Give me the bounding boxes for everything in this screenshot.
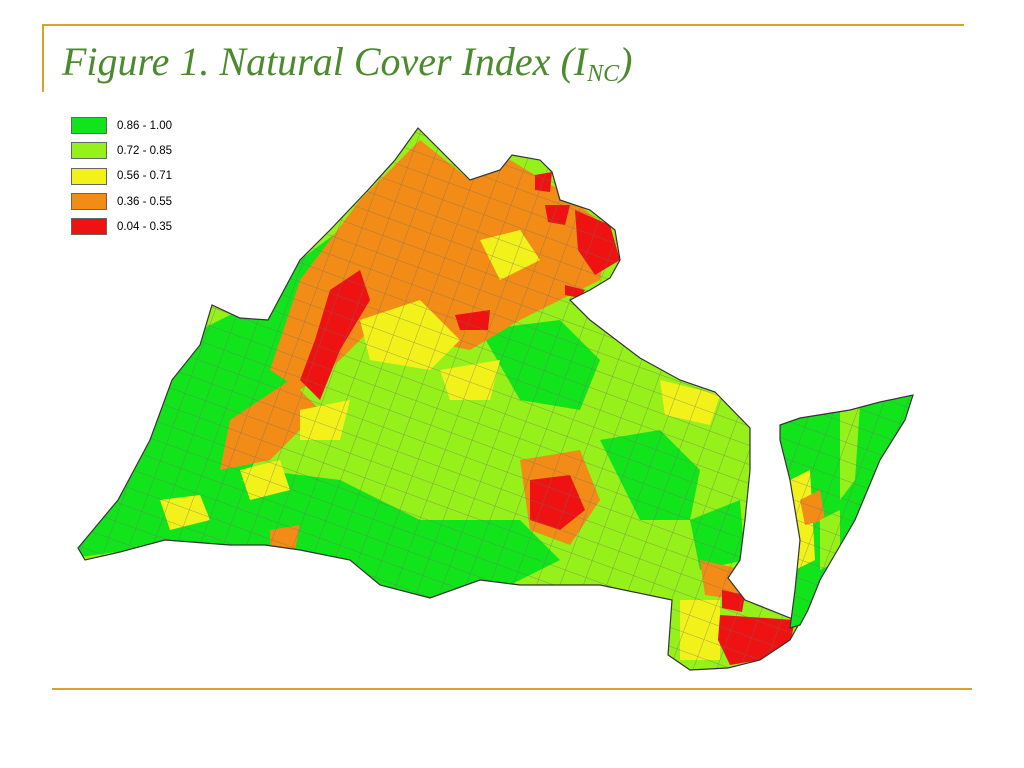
eastern-shore-regions: [780, 395, 913, 628]
legend-swatch: [71, 167, 107, 185]
top-divider: [42, 24, 964, 26]
legend-label: 0.56 - 0.71: [117, 170, 172, 183]
legend-item-class-3: 0.56 - 0.71: [71, 164, 172, 189]
legend-swatch: [71, 142, 107, 160]
legend-label: 0.36 - 0.55: [117, 195, 172, 208]
legend-swatch: [71, 218, 107, 236]
eastern-shore-outline: [779, 394, 914, 629]
legend-swatch: [71, 117, 107, 135]
map-legend: 0.86 - 1.00 0.72 - 0.85 0.56 - 0.71 0.36…: [71, 113, 172, 239]
state-outline: [77, 127, 801, 671]
bottom-divider: [52, 688, 972, 690]
side-divider: [42, 24, 44, 92]
legend-label: 0.04 - 0.35: [117, 220, 172, 233]
legend-item-class-1: 0.86 - 1.00: [71, 113, 172, 138]
legend-label: 0.86 - 1.00: [117, 119, 172, 132]
legend-item-class-5: 0.04 - 0.35: [71, 214, 172, 239]
legend-item-class-4: 0.36 - 0.55: [71, 189, 172, 214]
legend-swatch: [71, 193, 107, 211]
figure-title: Figure 1. Natural Cover Index (INC): [62, 39, 633, 88]
legend-label: 0.72 - 0.85: [117, 144, 172, 157]
legend-item-class-2: 0.72 - 0.85: [71, 138, 172, 163]
